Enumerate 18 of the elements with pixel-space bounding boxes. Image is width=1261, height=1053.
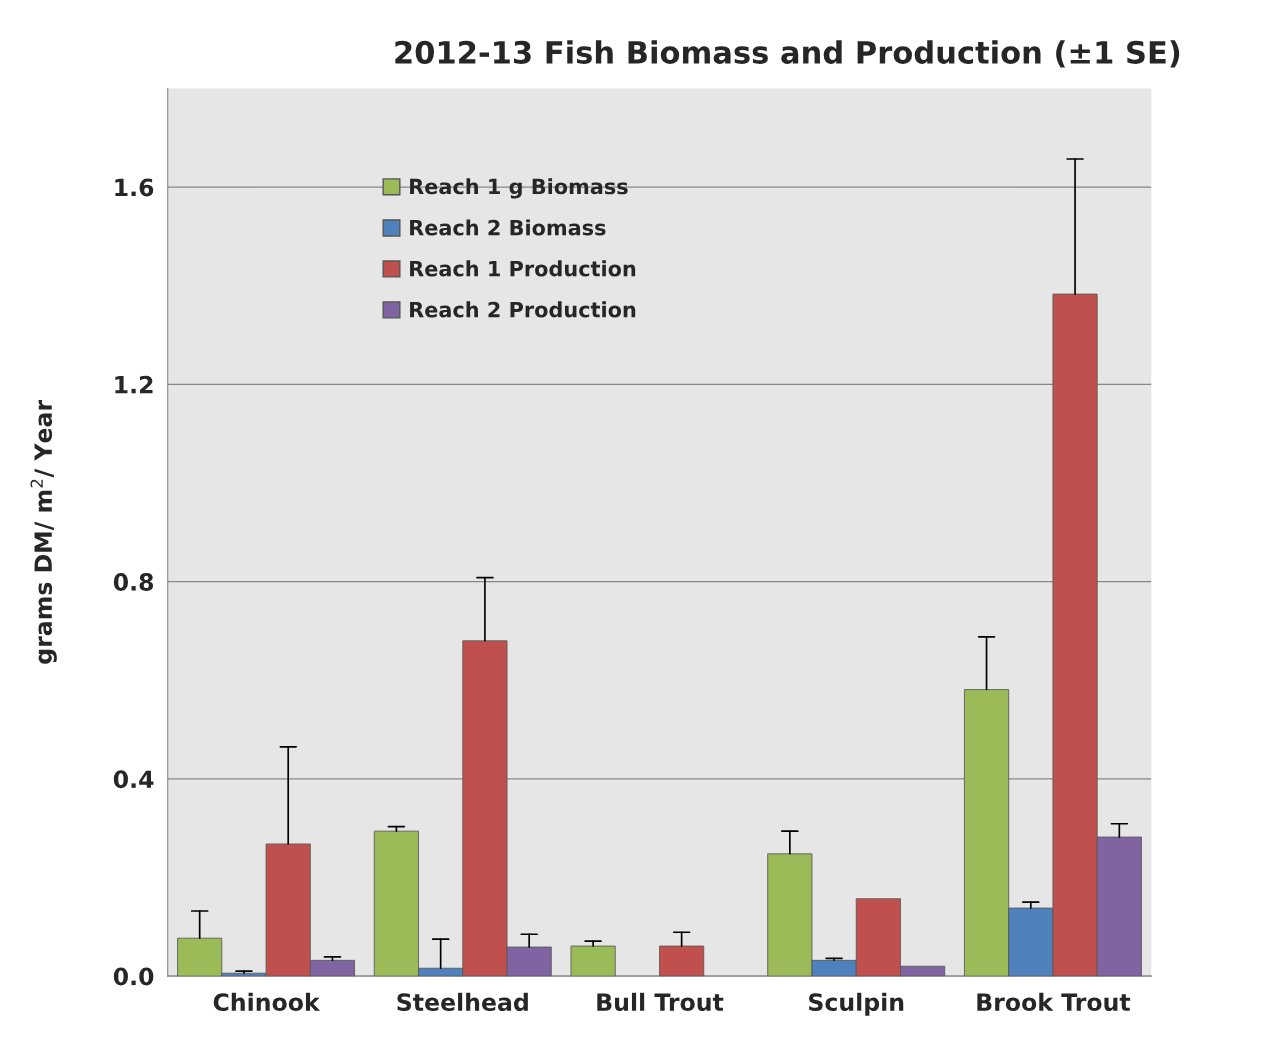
x-tick-label: Chinook	[213, 992, 321, 1012]
y-axis-title: grams DM/ m$^{2}$/ Year	[30, 400, 57, 664]
y-tick-label: 0.4	[113, 770, 154, 789]
legend-label: Reach 1 Production	[410, 260, 636, 277]
legend-label: Reach 1 g Biomass	[410, 178, 628, 199]
legend-label: Reach 2 Production	[410, 301, 636, 318]
x-tick-label: Steelhead	[397, 992, 528, 1012]
y-tick-label: 0.0	[113, 967, 154, 986]
legend-label: Reach 2 Biomass	[410, 219, 606, 236]
bar	[570, 945, 616, 977]
bar	[659, 945, 705, 977]
x-tick-label: Bull Trout	[597, 992, 724, 1012]
y-tick-label: 1.2	[115, 375, 153, 394]
y-tick-label: 1.6	[115, 178, 154, 197]
x-tick-label: Brook Trout	[977, 992, 1131, 1012]
y-tick-label: 0.8	[113, 573, 154, 591]
x-tick-label: Sculpin	[809, 992, 904, 1016]
chart-title: 2012-13 Fish Biomass and Production (±1 SE)	[395, 40, 1180, 68]
